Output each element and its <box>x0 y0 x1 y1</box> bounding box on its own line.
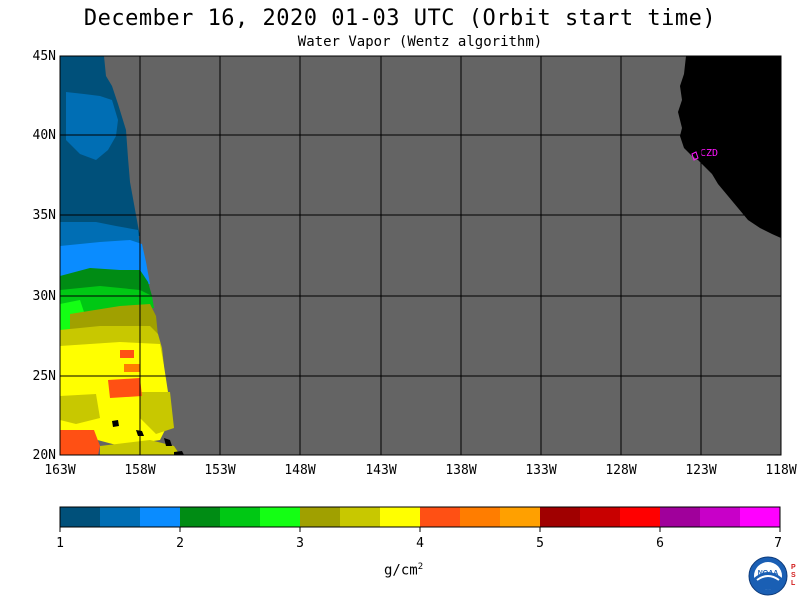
lat-label: 20N <box>33 448 56 463</box>
colorbar-swatch <box>420 507 460 527</box>
map-subtitle: Water Vapor (Wentz algorithm) <box>297 34 543 50</box>
lon-label: 163W <box>44 463 75 478</box>
lat-label: 25N <box>33 369 56 384</box>
hawaii-islands <box>112 420 184 455</box>
lon-label: 153W <box>204 463 235 478</box>
lat-lon-grid <box>60 56 781 455</box>
north-america-land <box>678 56 781 238</box>
noaa-logo: NOAA <box>748 556 788 596</box>
map-nodata-area <box>60 56 781 455</box>
colorbar-swatch <box>100 507 140 527</box>
colorbar-tick-label: 1 <box>56 536 64 551</box>
station-marker <box>691 151 699 161</box>
colorbar-swatch <box>140 507 180 527</box>
lat-label: 30N <box>33 289 56 304</box>
lon-label: 138W <box>445 463 476 478</box>
lon-label: 123W <box>685 463 716 478</box>
colorbar-tick-label: 3 <box>296 536 304 551</box>
colorbar-swatch <box>340 507 380 527</box>
latitude-labels: 45N 40N 35N 30N 25N 20N <box>33 49 56 463</box>
colorbar: 1 2 3 4 5 6 7 <box>56 506 782 551</box>
colorbar-tick-label: 2 <box>176 536 184 551</box>
svg-text:NOAA: NOAA <box>758 570 779 577</box>
map-title: December 16, 2020 01-03 UTC (Orbit start… <box>83 6 717 31</box>
longitude-labels: 163W 158W 153W 148W 143W 138W 133W 128W 123W 118W <box>44 463 796 478</box>
lon-label: 118W <box>765 463 796 478</box>
colorbar-tick-label: 5 <box>536 536 544 551</box>
colorbar-swatch <box>60 507 100 527</box>
lat-label: 40N <box>33 128 56 143</box>
water-vapor-swath <box>60 56 180 455</box>
colorbar-swatch <box>460 507 500 527</box>
station-label: CZD <box>700 148 718 159</box>
colorbar-swatch <box>300 507 340 527</box>
colorbar-swatch <box>220 507 260 527</box>
map-frame <box>59 55 782 456</box>
colorbar-tick-label: 7 <box>774 536 782 551</box>
colorbar-swatch <box>660 507 700 527</box>
colorbar-units: g/cm2 <box>384 562 424 579</box>
lon-label: 158W <box>124 463 155 478</box>
colorbar-swatch <box>260 507 300 527</box>
lon-label: 133W <box>525 463 556 478</box>
colorbar-tick-label: 4 <box>416 536 424 551</box>
colorbar-swatch <box>740 507 780 527</box>
colorbar-swatch <box>620 507 660 527</box>
lat-label: 45N <box>33 49 56 64</box>
lat-label: 35N <box>33 208 56 223</box>
colorbar-swatch <box>180 507 220 527</box>
colorbar-swatch <box>500 507 540 527</box>
colorbar-swatch <box>540 507 580 527</box>
lon-label: 148W <box>284 463 315 478</box>
colorbar-tick-label: 6 <box>656 536 664 551</box>
lon-label: 128W <box>605 463 636 478</box>
colorbar-swatch <box>380 507 420 527</box>
colorbar-swatch <box>700 507 740 527</box>
lon-label: 143W <box>365 463 396 478</box>
colorbar-swatch <box>580 507 620 527</box>
